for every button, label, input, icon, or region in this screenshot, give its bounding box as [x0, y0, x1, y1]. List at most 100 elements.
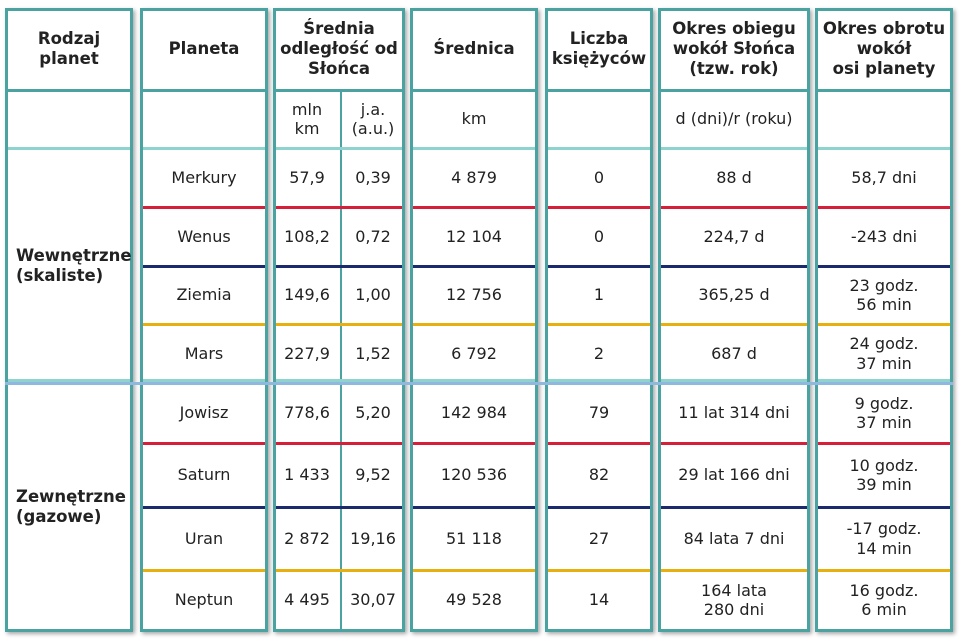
data-cell: 12 104 [446, 226, 502, 246]
row-rule [143, 442, 265, 445]
row-rule [413, 569, 535, 572]
units-rule [413, 147, 535, 150]
data-cell: 12 756 [446, 285, 502, 305]
row-rule [413, 323, 535, 326]
data-cell: 1,52 [355, 343, 391, 363]
row-rule [276, 569, 402, 572]
unit-cell: d (dni)/r (roku) [675, 109, 793, 129]
header-cell: Średnica [433, 39, 515, 59]
data-cell: 6 792 [451, 343, 497, 363]
header-rule [661, 89, 807, 92]
data-cell: 2 [593, 343, 605, 363]
data-cell: 11 lat 314 dni [678, 403, 790, 423]
row-rule [818, 206, 950, 209]
data-cell: 778,6 [284, 403, 330, 423]
data-cell: 16 godz. 6 min [849, 580, 919, 619]
row-rule [661, 506, 807, 509]
data-cell: 108,2 [284, 226, 330, 246]
row-rule [548, 323, 650, 326]
data-cell: 23 godz. 56 min [849, 275, 919, 314]
group-rule [661, 379, 807, 382]
group-label: Wewnętrzne (skaliste) [16, 245, 132, 285]
row-rule [143, 506, 265, 509]
row-rule [276, 323, 402, 326]
row-rule [661, 569, 807, 572]
row-rule [661, 323, 807, 326]
data-cell: 29 lat 166 dni [678, 465, 790, 485]
data-cell: 0 [593, 167, 605, 187]
group-label: Zewnętrzne (gazowe) [16, 486, 126, 526]
data-cell: 84 lata 7 dni [683, 528, 785, 548]
data-cell: Neptun [174, 590, 234, 610]
group-divider [5, 382, 953, 385]
row-rule [548, 569, 650, 572]
units-rule [661, 147, 807, 150]
data-cell: Wenus [177, 226, 231, 246]
data-cell: Uran [184, 528, 224, 548]
row-rule [143, 323, 265, 326]
data-cell: 10 godz. 39 min [849, 455, 919, 494]
column-box [140, 8, 268, 632]
row-rule [818, 569, 950, 572]
group-rule [548, 379, 650, 382]
data-cell: 88 d [716, 167, 752, 187]
data-cell: 142 984 [440, 403, 508, 423]
data-cell: 58,7 dni [851, 167, 917, 187]
units-rule [276, 147, 402, 150]
data-cell: 687 d [711, 343, 757, 363]
group-rule [413, 379, 535, 382]
row-rule [143, 206, 265, 209]
row-rule [276, 265, 402, 268]
row-rule [818, 506, 950, 509]
row-rule [548, 206, 650, 209]
header-cell: Okres obiegu wokół Słońca (tzw. rok) [672, 19, 796, 78]
data-cell: 14 [588, 590, 610, 610]
unit-cell: j.a. (a.u.) [351, 99, 395, 138]
data-cell: 0,72 [355, 226, 391, 246]
data-cell: 57,9 [289, 167, 325, 187]
data-cell: 9,52 [355, 465, 391, 485]
row-rule [276, 442, 402, 445]
column-box [410, 8, 538, 632]
data-cell: 224,7 d [703, 226, 765, 246]
data-cell: Saturn [177, 465, 231, 485]
data-cell: 2 872 [284, 528, 330, 548]
row-rule [276, 206, 402, 209]
header-rule [143, 89, 265, 92]
data-cell: -243 dni [850, 226, 918, 246]
data-cell: Ziemia [176, 285, 232, 305]
row-rule [548, 506, 650, 509]
data-cell: 9 godz. 37 min [854, 393, 914, 432]
row-rule [143, 265, 265, 268]
row-rule [413, 265, 535, 268]
row-rule [548, 265, 650, 268]
data-cell: 4 495 [284, 590, 330, 610]
header-rule [818, 89, 950, 92]
units-rule [143, 147, 265, 150]
data-cell: 0,39 [355, 167, 391, 187]
row-rule [413, 442, 535, 445]
header-rule [548, 89, 650, 92]
data-cell: -17 godz. 14 min [846, 519, 922, 558]
header-cell: Rodzaj planet [37, 29, 101, 68]
data-cell: 1 433 [284, 465, 330, 485]
data-cell: 365,25 d [698, 285, 770, 305]
column-box [815, 8, 953, 632]
header-cell: Średnia odległość od Słońca [280, 19, 398, 78]
row-rule [661, 265, 807, 268]
group-rule [8, 379, 130, 382]
data-cell: 1 [593, 285, 605, 305]
row-rule [548, 442, 650, 445]
data-cell: Merkury [171, 167, 237, 187]
units-rule [548, 147, 650, 150]
row-rule [818, 442, 950, 445]
row-rule [818, 265, 950, 268]
data-cell: 1,00 [355, 285, 391, 305]
data-cell: 79 [588, 403, 610, 423]
data-cell: Jowisz [179, 403, 229, 423]
row-rule [143, 569, 265, 572]
units-rule [8, 147, 130, 150]
row-rule [276, 506, 402, 509]
data-cell: 82 [588, 465, 610, 485]
